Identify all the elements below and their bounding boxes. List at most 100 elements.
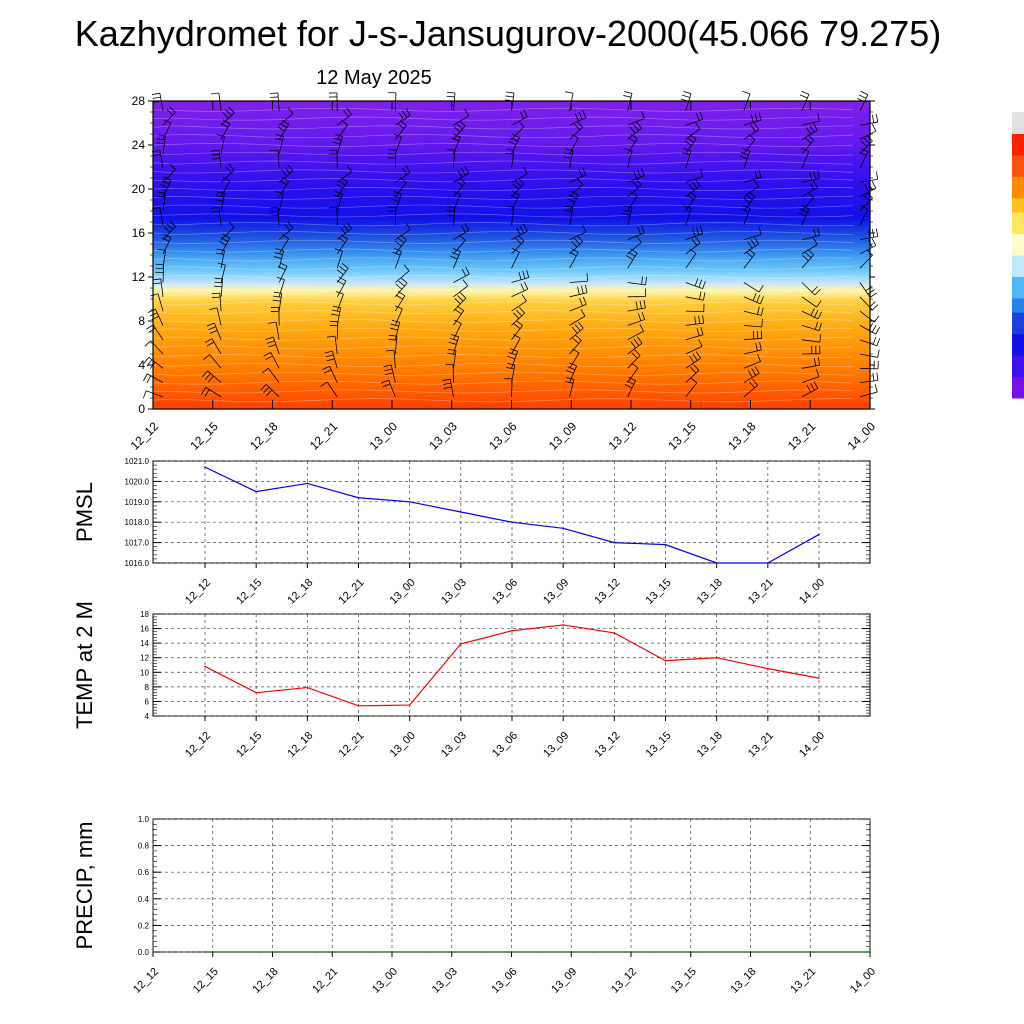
wind-barb-flag (284, 224, 291, 231)
wind-barb-flag (215, 195, 224, 198)
wind-barb (565, 377, 575, 397)
wind-barb-flag (813, 171, 816, 180)
wind-barb-staff (801, 282, 816, 296)
wind-barb (511, 248, 520, 269)
wind-barb-flag (203, 354, 210, 360)
wind-barb (146, 324, 164, 340)
wind-barb-flag (346, 222, 352, 230)
wind-barb-staff (155, 308, 164, 326)
wind-barb-flag (519, 225, 525, 234)
wind-barb (273, 248, 284, 269)
x-tick-label: 14_00 (845, 419, 879, 453)
wind-barb (265, 336, 280, 355)
wind-barb-flag (872, 114, 875, 123)
data-point (511, 629, 513, 632)
wind-barb (742, 90, 751, 112)
x-tick-label: 12_21 (337, 577, 367, 607)
contour-line (152, 143, 854, 147)
colorbar-swatch (1012, 247, 1024, 256)
wind-barb (336, 119, 348, 140)
wind-barb (269, 92, 280, 111)
wind-barb-staff (627, 342, 643, 355)
wind-barb-flag (326, 358, 335, 362)
wind-barb-staff (160, 278, 164, 297)
wind-barb-flag (332, 305, 341, 309)
wind-barb-flag (689, 248, 697, 254)
wind-barb-flag (632, 181, 639, 188)
wind-barb-flag (443, 386, 452, 389)
wind-barb-flag (799, 94, 808, 99)
wind-barb-flag (320, 381, 328, 387)
contour-line (152, 336, 854, 341)
wind-barb-flag (341, 263, 349, 269)
data-point (869, 951, 871, 953)
wind-barb-flag (694, 316, 697, 325)
contour-line (152, 292, 854, 297)
wind-barb-flag (461, 268, 467, 277)
wind-barb-staff (148, 356, 164, 369)
wind-barb-flag (814, 321, 819, 330)
wind-barb-flag (690, 366, 697, 374)
wind-barb-flag (871, 238, 877, 246)
x-tick-label: 14_00 (848, 966, 878, 996)
colorbar-swatch (1012, 176, 1024, 184)
wind-barb (569, 224, 587, 240)
contour-line (152, 178, 854, 183)
x-tick-label: 13_18 (695, 577, 725, 607)
wind-barb-flag (571, 326, 578, 334)
wind-barb-flag (152, 153, 161, 157)
wind-barb-flag (513, 334, 521, 339)
wind-barb (685, 338, 703, 355)
wind-barb (156, 134, 166, 154)
contour-line (152, 319, 854, 323)
wind-barb (506, 363, 516, 383)
wind-barb-staff (272, 336, 280, 355)
x-tick-label: 13_21 (746, 730, 776, 760)
wind-barb-flag (582, 110, 587, 118)
wind-barb-flag (204, 338, 213, 344)
wind-barb-staff (569, 303, 587, 312)
wind-barb-staff (220, 227, 235, 240)
wind-barb-staff (394, 308, 403, 326)
wind-barb-staff (569, 327, 584, 341)
wind-barb-flag (626, 380, 634, 385)
wind-barb-flag (446, 91, 456, 94)
wind-barb (511, 109, 528, 126)
wind-barb-staff (685, 382, 698, 398)
colorbar-swatch (1012, 312, 1024, 320)
wind-barb-flag (169, 106, 176, 113)
wind-barb-staff (336, 136, 343, 154)
wind-barb-staff (453, 240, 466, 255)
wind-barb-flag (689, 191, 697, 197)
x-tick-label: 13_06 (490, 966, 520, 996)
wind-barb-flag (753, 236, 760, 245)
data-point (613, 632, 616, 634)
y-tick-label: 28 (132, 94, 146, 108)
wind-barb-flag (574, 123, 581, 131)
wind-barb (220, 221, 235, 240)
wind-barb (162, 106, 176, 126)
wind-barb-flag (266, 389, 273, 396)
x-tick-label: 13_18 (725, 419, 759, 453)
data-point (818, 677, 820, 679)
x-tick-label: 13_00 (388, 577, 418, 607)
wind-barb-flag (636, 121, 642, 129)
contour-line (152, 363, 854, 367)
temp-panel: 4 6 8 10 12 14 16 18 12_12 12_15 12_18 12_21 13_00 13… (72, 601, 871, 760)
wind-barb-flag (270, 96, 279, 98)
x-tick-label: 13_12 (592, 577, 622, 607)
x-tick-label: 13_15 (665, 419, 699, 453)
wind-barb (627, 288, 647, 298)
wind-barb (627, 178, 642, 198)
wind-barb-flag (386, 349, 395, 352)
wind-barb (453, 319, 462, 340)
wind-barb-flag (456, 123, 463, 130)
wind-barb (859, 336, 881, 347)
wind-barb-flag (228, 164, 235, 171)
wind-barb-flag (690, 377, 698, 384)
wind-barb-staff (743, 325, 762, 328)
wind-barb-flag (515, 180, 522, 187)
wind-barb-flag (874, 384, 878, 393)
wind-barb-flag (398, 280, 405, 287)
wind-barb (624, 148, 633, 169)
